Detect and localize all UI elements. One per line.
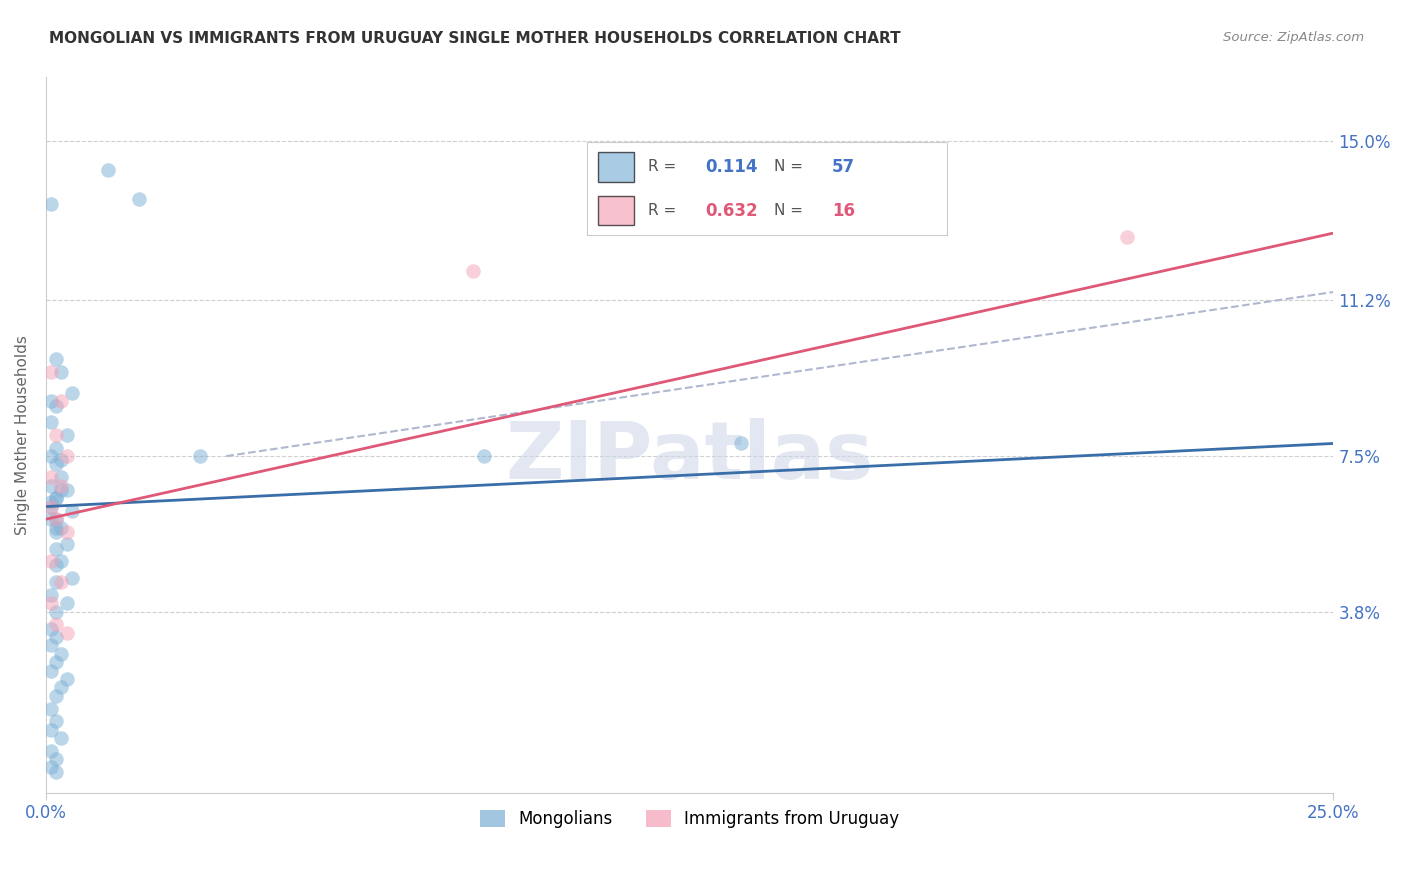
Point [45, 630, 67, 644]
Point [39, 416, 62, 430]
Point [39, 622, 62, 636]
Point [45, 575, 67, 590]
Point [39, 196, 62, 211]
Point [45, 512, 67, 526]
Point [45, 655, 67, 669]
Point [51, 681, 73, 695]
Point [45, 491, 67, 505]
Point [45, 352, 67, 367]
Point [45, 512, 67, 526]
Point [55, 596, 77, 610]
Point [39, 596, 62, 610]
Point [1116, 230, 1139, 244]
Point [60, 504, 83, 518]
Point [190, 449, 212, 463]
Point [39, 743, 62, 757]
Point [39, 512, 62, 526]
Point [39, 500, 62, 514]
Point [45, 752, 67, 766]
Text: Source: ZipAtlas.com: Source: ZipAtlas.com [1223, 31, 1364, 45]
Point [51, 394, 73, 409]
Point [51, 453, 73, 467]
Point [39, 495, 62, 509]
Point [55, 483, 77, 497]
Point [39, 449, 62, 463]
Point [128, 193, 150, 207]
Point [51, 731, 73, 745]
Text: MONGOLIAN VS IMMIGRANTS FROM URUGUAY SINGLE MOTHER HOUSEHOLDS CORRELATION CHART: MONGOLIAN VS IMMIGRANTS FROM URUGUAY SIN… [49, 31, 901, 46]
Point [463, 264, 485, 278]
Point [45, 520, 67, 534]
Point [39, 394, 62, 409]
Point [51, 575, 73, 590]
Point [39, 760, 62, 774]
Point [45, 541, 67, 556]
Point [472, 449, 495, 463]
Point [39, 588, 62, 602]
Point [45, 428, 67, 442]
Point [39, 664, 62, 678]
Legend: Mongolians, Immigrants from Uruguay: Mongolians, Immigrants from Uruguay [474, 803, 905, 834]
Point [60, 386, 83, 401]
Point [45, 491, 67, 505]
Point [97, 163, 120, 178]
Point [45, 524, 67, 539]
Point [45, 605, 67, 619]
Point [39, 470, 62, 484]
Point [55, 672, 77, 686]
Point [39, 701, 62, 715]
Point [55, 449, 77, 463]
Point [55, 428, 77, 442]
Point [51, 554, 73, 568]
Text: ZIPatlas: ZIPatlas [506, 417, 873, 495]
Point [55, 537, 77, 551]
Point [51, 647, 73, 661]
Point [51, 470, 73, 484]
Point [51, 520, 73, 534]
Point [45, 458, 67, 472]
Point [45, 714, 67, 728]
Point [730, 436, 752, 450]
Point [39, 639, 62, 653]
Point [51, 365, 73, 379]
Point [45, 617, 67, 632]
Point [51, 478, 73, 492]
Point [39, 365, 62, 379]
Point [45, 399, 67, 413]
Point [39, 554, 62, 568]
Point [51, 483, 73, 497]
Point [45, 764, 67, 779]
Point [60, 571, 83, 585]
Point [45, 558, 67, 573]
Y-axis label: Single Mother Households: Single Mother Households [15, 335, 30, 535]
Point [39, 500, 62, 514]
Point [39, 723, 62, 737]
Point [45, 689, 67, 703]
Point [55, 524, 77, 539]
Point [45, 441, 67, 455]
Point [55, 625, 77, 640]
Point [39, 478, 62, 492]
